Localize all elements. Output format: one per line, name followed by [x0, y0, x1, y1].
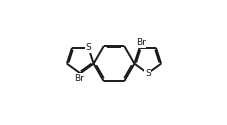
- Text: Br: Br: [135, 38, 145, 48]
- Text: Br: Br: [74, 74, 84, 83]
- Text: S: S: [85, 43, 91, 52]
- Text: S: S: [144, 69, 150, 78]
